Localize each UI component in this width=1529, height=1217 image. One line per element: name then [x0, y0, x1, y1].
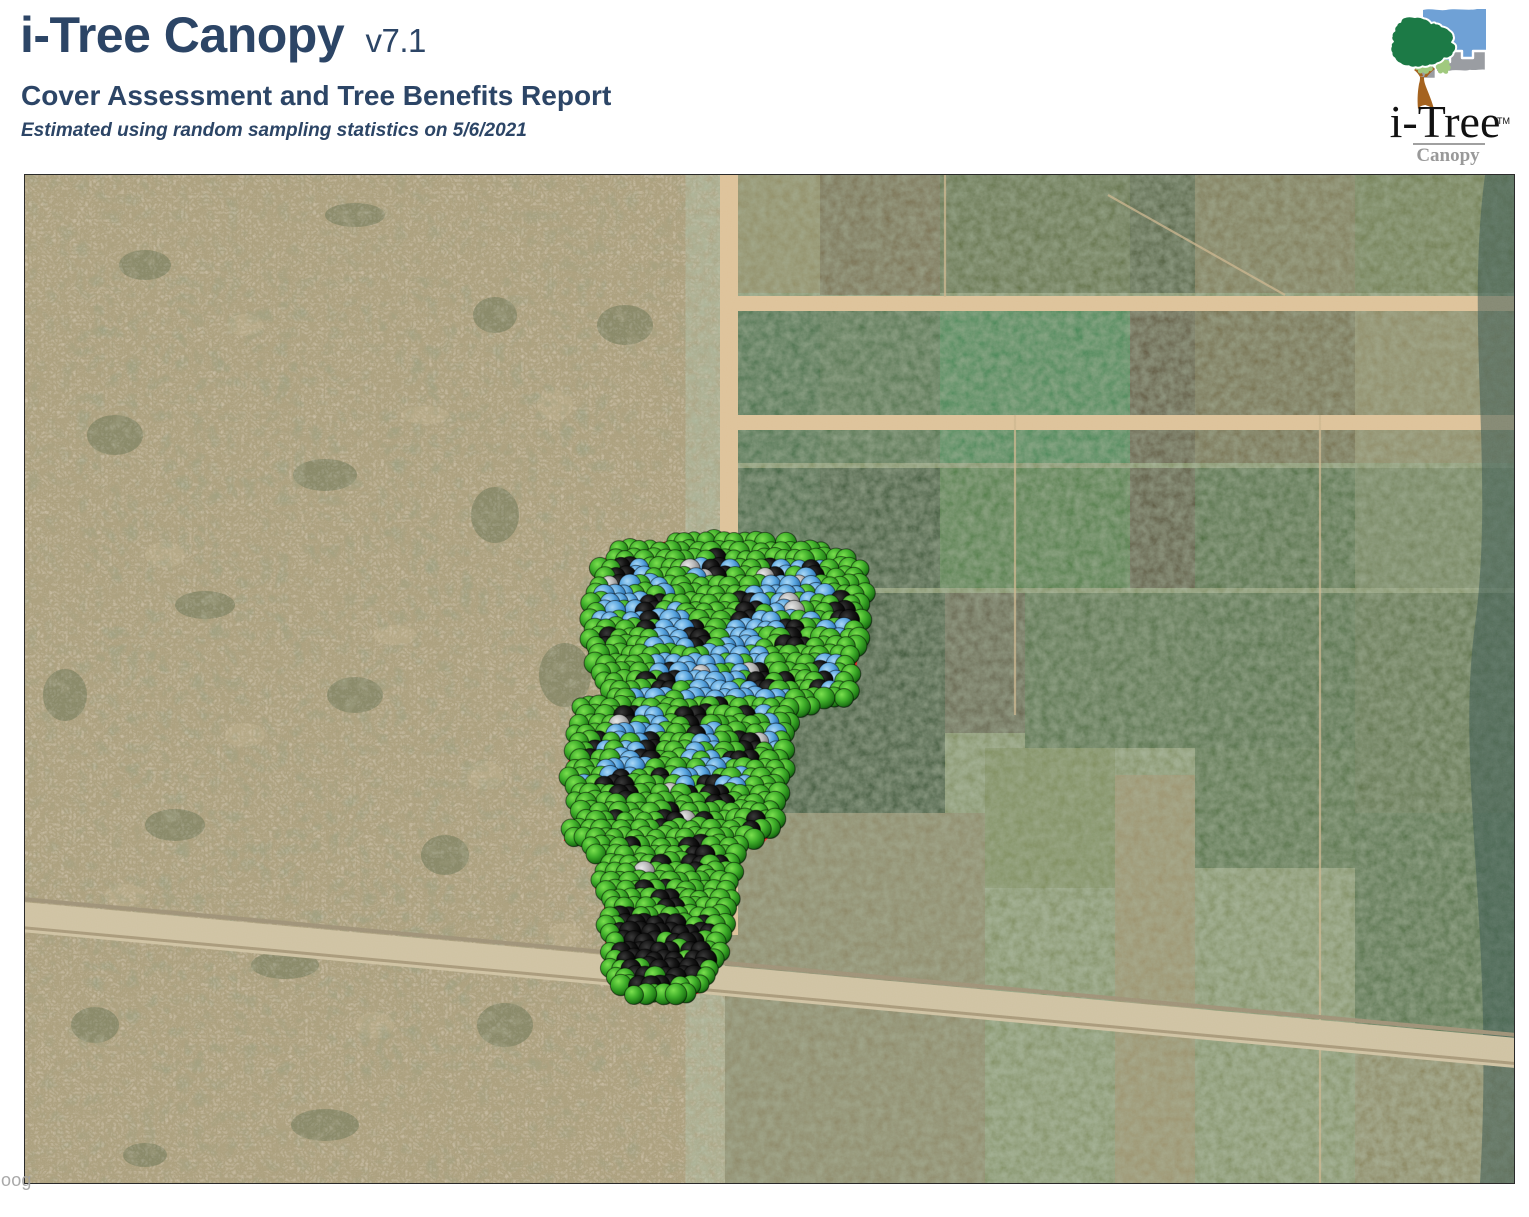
svg-text:TM: TM: [1497, 116, 1510, 126]
svg-text:i-Tree: i-Tree: [1390, 96, 1501, 147]
svg-text:Canopy: Canopy: [1416, 145, 1480, 165]
